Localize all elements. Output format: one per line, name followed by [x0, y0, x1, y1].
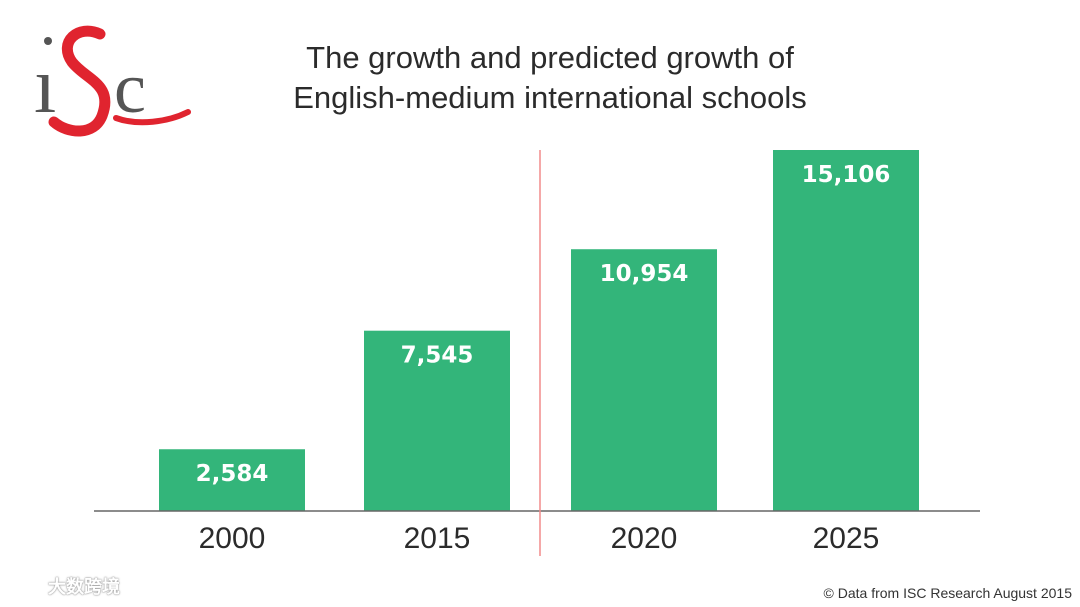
bar-2025	[773, 150, 919, 511]
chart-title-line-2: English-medium international schools	[293, 80, 807, 115]
lollipop-logo-icon	[8, 577, 40, 596]
chart-title-line-1: The growth and predicted growth of	[306, 40, 794, 75]
watermark-text: 大数跨境	[48, 577, 120, 598]
isc-logo-graphic: ı c	[34, 25, 191, 137]
data-label-2000: 2,584	[196, 461, 269, 487]
data-label-2020: 10,954	[600, 261, 689, 287]
x-tick-label-2015: 2015	[404, 522, 471, 555]
svg-text:ı: ı	[34, 42, 56, 130]
bar-2020	[571, 249, 717, 511]
data-label-2015: 7,545	[401, 343, 474, 369]
bar-2015	[364, 330, 510, 511]
x-tick-label-2000: 2000	[199, 522, 266, 555]
svg-text:c: c	[114, 48, 146, 128]
bar-2000	[159, 449, 305, 511]
x-tick-label-2025: 2025	[813, 522, 880, 555]
chart-title: The growth and predicted growth of Engli…	[200, 38, 900, 118]
data-label-2025: 15,106	[802, 162, 891, 188]
watermark: 大数跨境	[8, 573, 120, 599]
source-note: © Data from ISC Research August 2015	[823, 585, 1072, 601]
x-tick-label-2020: 2020	[611, 522, 678, 555]
isc-logo: ı c	[28, 22, 198, 142]
